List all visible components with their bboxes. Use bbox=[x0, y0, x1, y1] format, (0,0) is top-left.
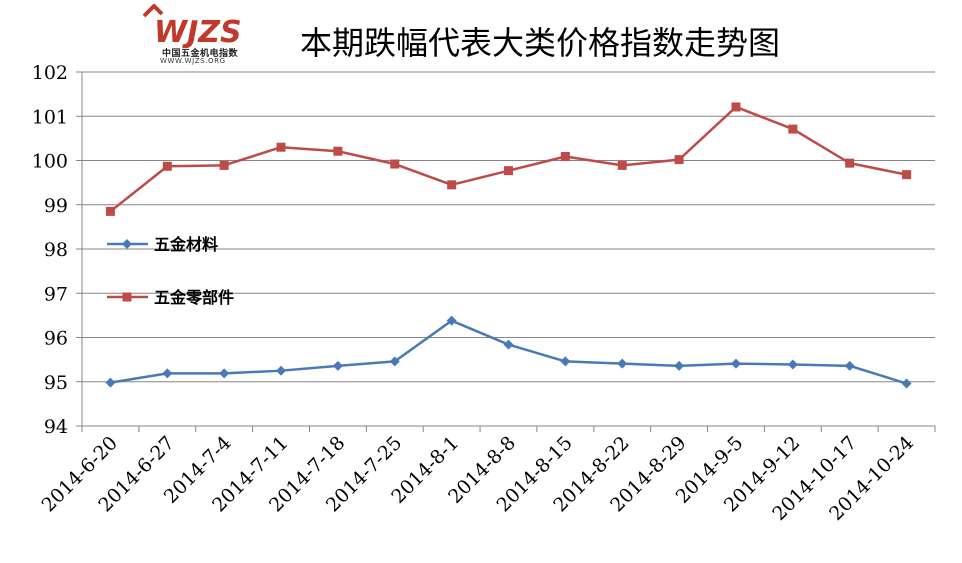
data-point bbox=[105, 377, 116, 388]
y-tick-label: 97 bbox=[44, 283, 68, 305]
data-point bbox=[333, 146, 343, 156]
data-point bbox=[503, 339, 514, 350]
data-point bbox=[674, 360, 685, 371]
y-tick-label: 94 bbox=[44, 416, 68, 438]
data-point bbox=[162, 161, 172, 171]
logo-brand-text: WJZS bbox=[154, 15, 242, 48]
x-tick-labels: 2014-6-202014-6-272014-7-42014-7-112014-… bbox=[37, 432, 918, 525]
data-point bbox=[787, 359, 798, 370]
data-point bbox=[560, 356, 571, 367]
logo-arrow-icon bbox=[142, 4, 164, 18]
data-point bbox=[276, 365, 287, 376]
series-line-2 bbox=[109, 105, 907, 213]
legend-label-1: 五金材料 bbox=[154, 235, 218, 254]
data-point bbox=[788, 124, 798, 134]
data-point bbox=[504, 166, 513, 176]
data-point bbox=[276, 142, 286, 152]
data-point bbox=[105, 206, 115, 216]
series-line-1 bbox=[110, 319, 907, 385]
logo-mark: WJZS bbox=[142, 4, 242, 48]
logo-cn-text: 中国五金机电指数 bbox=[162, 49, 239, 59]
data-point bbox=[389, 356, 400, 367]
data-point bbox=[844, 360, 855, 371]
logo-url-text: WWW.WJZS.ORG bbox=[160, 57, 226, 65]
data-point bbox=[617, 358, 628, 369]
data-point bbox=[219, 368, 230, 379]
chart-title: 本期跌幅代表大类价格指数走势图 bbox=[300, 24, 781, 62]
series-group bbox=[105, 102, 912, 389]
data-point bbox=[731, 102, 741, 112]
y-tick-label: 98 bbox=[44, 239, 68, 261]
legend-label-2: 五金零部件 bbox=[154, 288, 234, 307]
data-point bbox=[730, 358, 741, 369]
data-point bbox=[446, 315, 457, 326]
data-point bbox=[447, 180, 457, 190]
axes bbox=[76, 71, 936, 432]
y-tick-label: 99 bbox=[44, 195, 68, 217]
grid-lines bbox=[82, 71, 935, 427]
y-tick-label: 96 bbox=[44, 328, 68, 350]
data-point bbox=[332, 360, 343, 371]
data-point bbox=[845, 158, 855, 168]
logo: WJZS 中国五金机电指数 WWW.WJZS.ORG bbox=[140, 4, 250, 68]
y-tick-label: 95 bbox=[44, 372, 68, 394]
legend-marker bbox=[122, 292, 132, 302]
y-tick-label: 100 bbox=[32, 151, 68, 173]
y-tick-label: 102 bbox=[32, 62, 68, 84]
data-point bbox=[674, 155, 684, 165]
data-point bbox=[560, 152, 570, 162]
data-point bbox=[901, 378, 912, 389]
legend-marker bbox=[122, 239, 132, 249]
data-point bbox=[219, 160, 229, 170]
data-point bbox=[902, 170, 912, 180]
data-point bbox=[617, 160, 627, 170]
y-tick-label: 101 bbox=[32, 106, 68, 128]
data-point bbox=[390, 159, 400, 169]
y-tick-labels: 94 95 96 97 98 99 100 101 102 bbox=[32, 62, 68, 438]
data-point bbox=[162, 368, 173, 379]
